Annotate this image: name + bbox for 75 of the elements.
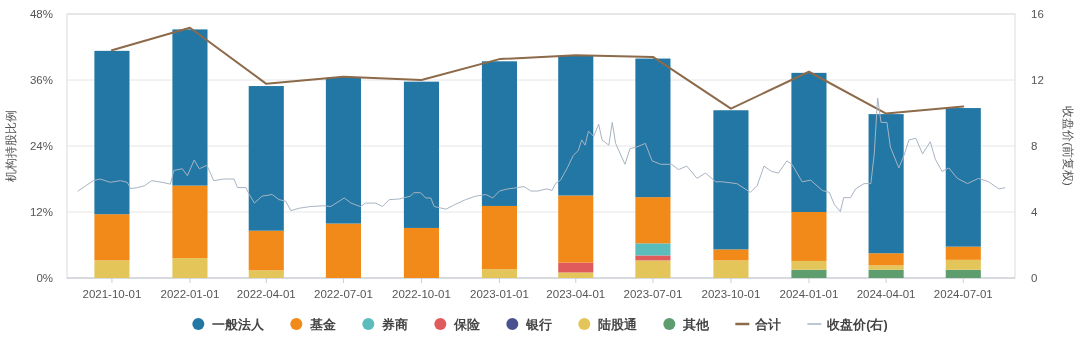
bar — [248, 86, 284, 231]
y-tick-label: 48% — [29, 8, 53, 20]
bar — [945, 259, 981, 270]
x-tick-label: 2023-10-01 — [701, 288, 761, 300]
bar — [558, 195, 594, 263]
legend-label: 保险 — [453, 317, 482, 332]
legend-label: 陆股通 — [598, 316, 638, 332]
x-tick-label: 2023-04-01 — [546, 288, 606, 300]
legend-label: 一般法人 — [212, 317, 266, 332]
x-tick-label: 2024-01-01 — [779, 288, 839, 300]
bar — [945, 269, 981, 278]
bar — [713, 249, 749, 261]
y2-tick-label: 4 — [1031, 206, 1038, 218]
legend-label: 合计 — [754, 316, 782, 332]
x-tick-label: 2022-04-01 — [236, 288, 296, 300]
x-tick-label: 2022-07-01 — [314, 288, 373, 300]
bar — [325, 77, 361, 224]
bar — [713, 110, 749, 250]
bar — [868, 114, 904, 254]
bar — [481, 61, 517, 206]
x-tick-label: 2021-10-01 — [82, 288, 142, 300]
y-tick-label: 12% — [29, 206, 53, 218]
bar — [325, 223, 361, 278]
bar — [791, 212, 827, 261]
bar — [94, 260, 130, 278]
bar — [635, 255, 671, 261]
x-tick-label: 2022-10-01 — [392, 288, 451, 300]
bar — [635, 260, 671, 278]
bar — [481, 205, 517, 270]
bar — [635, 58, 671, 198]
bar — [791, 269, 827, 278]
bar — [868, 269, 904, 278]
bar — [635, 243, 671, 256]
y2-tick-label: 16 — [1031, 8, 1044, 20]
y-tick-label: 0% — [36, 272, 53, 284]
line-series — [110, 26, 965, 115]
legend-label: 银行 — [525, 317, 553, 332]
legend-label: 收盘价(右) — [827, 317, 888, 332]
bar — [635, 197, 671, 244]
bar — [94, 50, 130, 215]
bar — [558, 55, 594, 196]
bar — [172, 185, 208, 259]
bar — [713, 260, 749, 278]
bar — [791, 72, 827, 212]
line-series — [77, 97, 1006, 212]
bar — [248, 230, 284, 271]
bar — [248, 270, 284, 278]
y-tick-label: 36% — [29, 74, 53, 86]
bar — [558, 272, 594, 278]
bar — [558, 262, 594, 273]
bar — [172, 29, 208, 186]
x-tick-label: 2023-07-01 — [623, 288, 683, 300]
y2-tick-label: 8 — [1031, 140, 1038, 152]
bar — [94, 214, 130, 261]
y-axis-title: 机构持股比例 — [5, 110, 17, 182]
bar — [868, 253, 904, 266]
y2-tick-label: 12 — [1031, 74, 1044, 86]
bar — [172, 258, 208, 278]
bar — [403, 81, 439, 228]
x-tick-label: 2024-04-01 — [856, 288, 916, 300]
legend-label: 基金 — [309, 317, 337, 332]
bar — [481, 269, 517, 278]
y2-axis-title: 收盘价(前复权) — [1062, 106, 1074, 186]
legend-label: 其他 — [682, 317, 711, 332]
x-tick-label: 2024-07-01 — [933, 288, 993, 300]
y-tick-label: 24% — [29, 140, 53, 152]
bar — [403, 227, 439, 278]
bar — [945, 246, 981, 260]
bar — [791, 260, 827, 270]
x-tick-label: 2023-01-01 — [470, 288, 529, 300]
bar — [868, 265, 904, 270]
bar — [945, 108, 981, 247]
x-tick-label: 2022-01-01 — [160, 288, 220, 300]
y2-tick-label: 0 — [1031, 272, 1038, 284]
legend-label: 券商 — [381, 316, 409, 332]
